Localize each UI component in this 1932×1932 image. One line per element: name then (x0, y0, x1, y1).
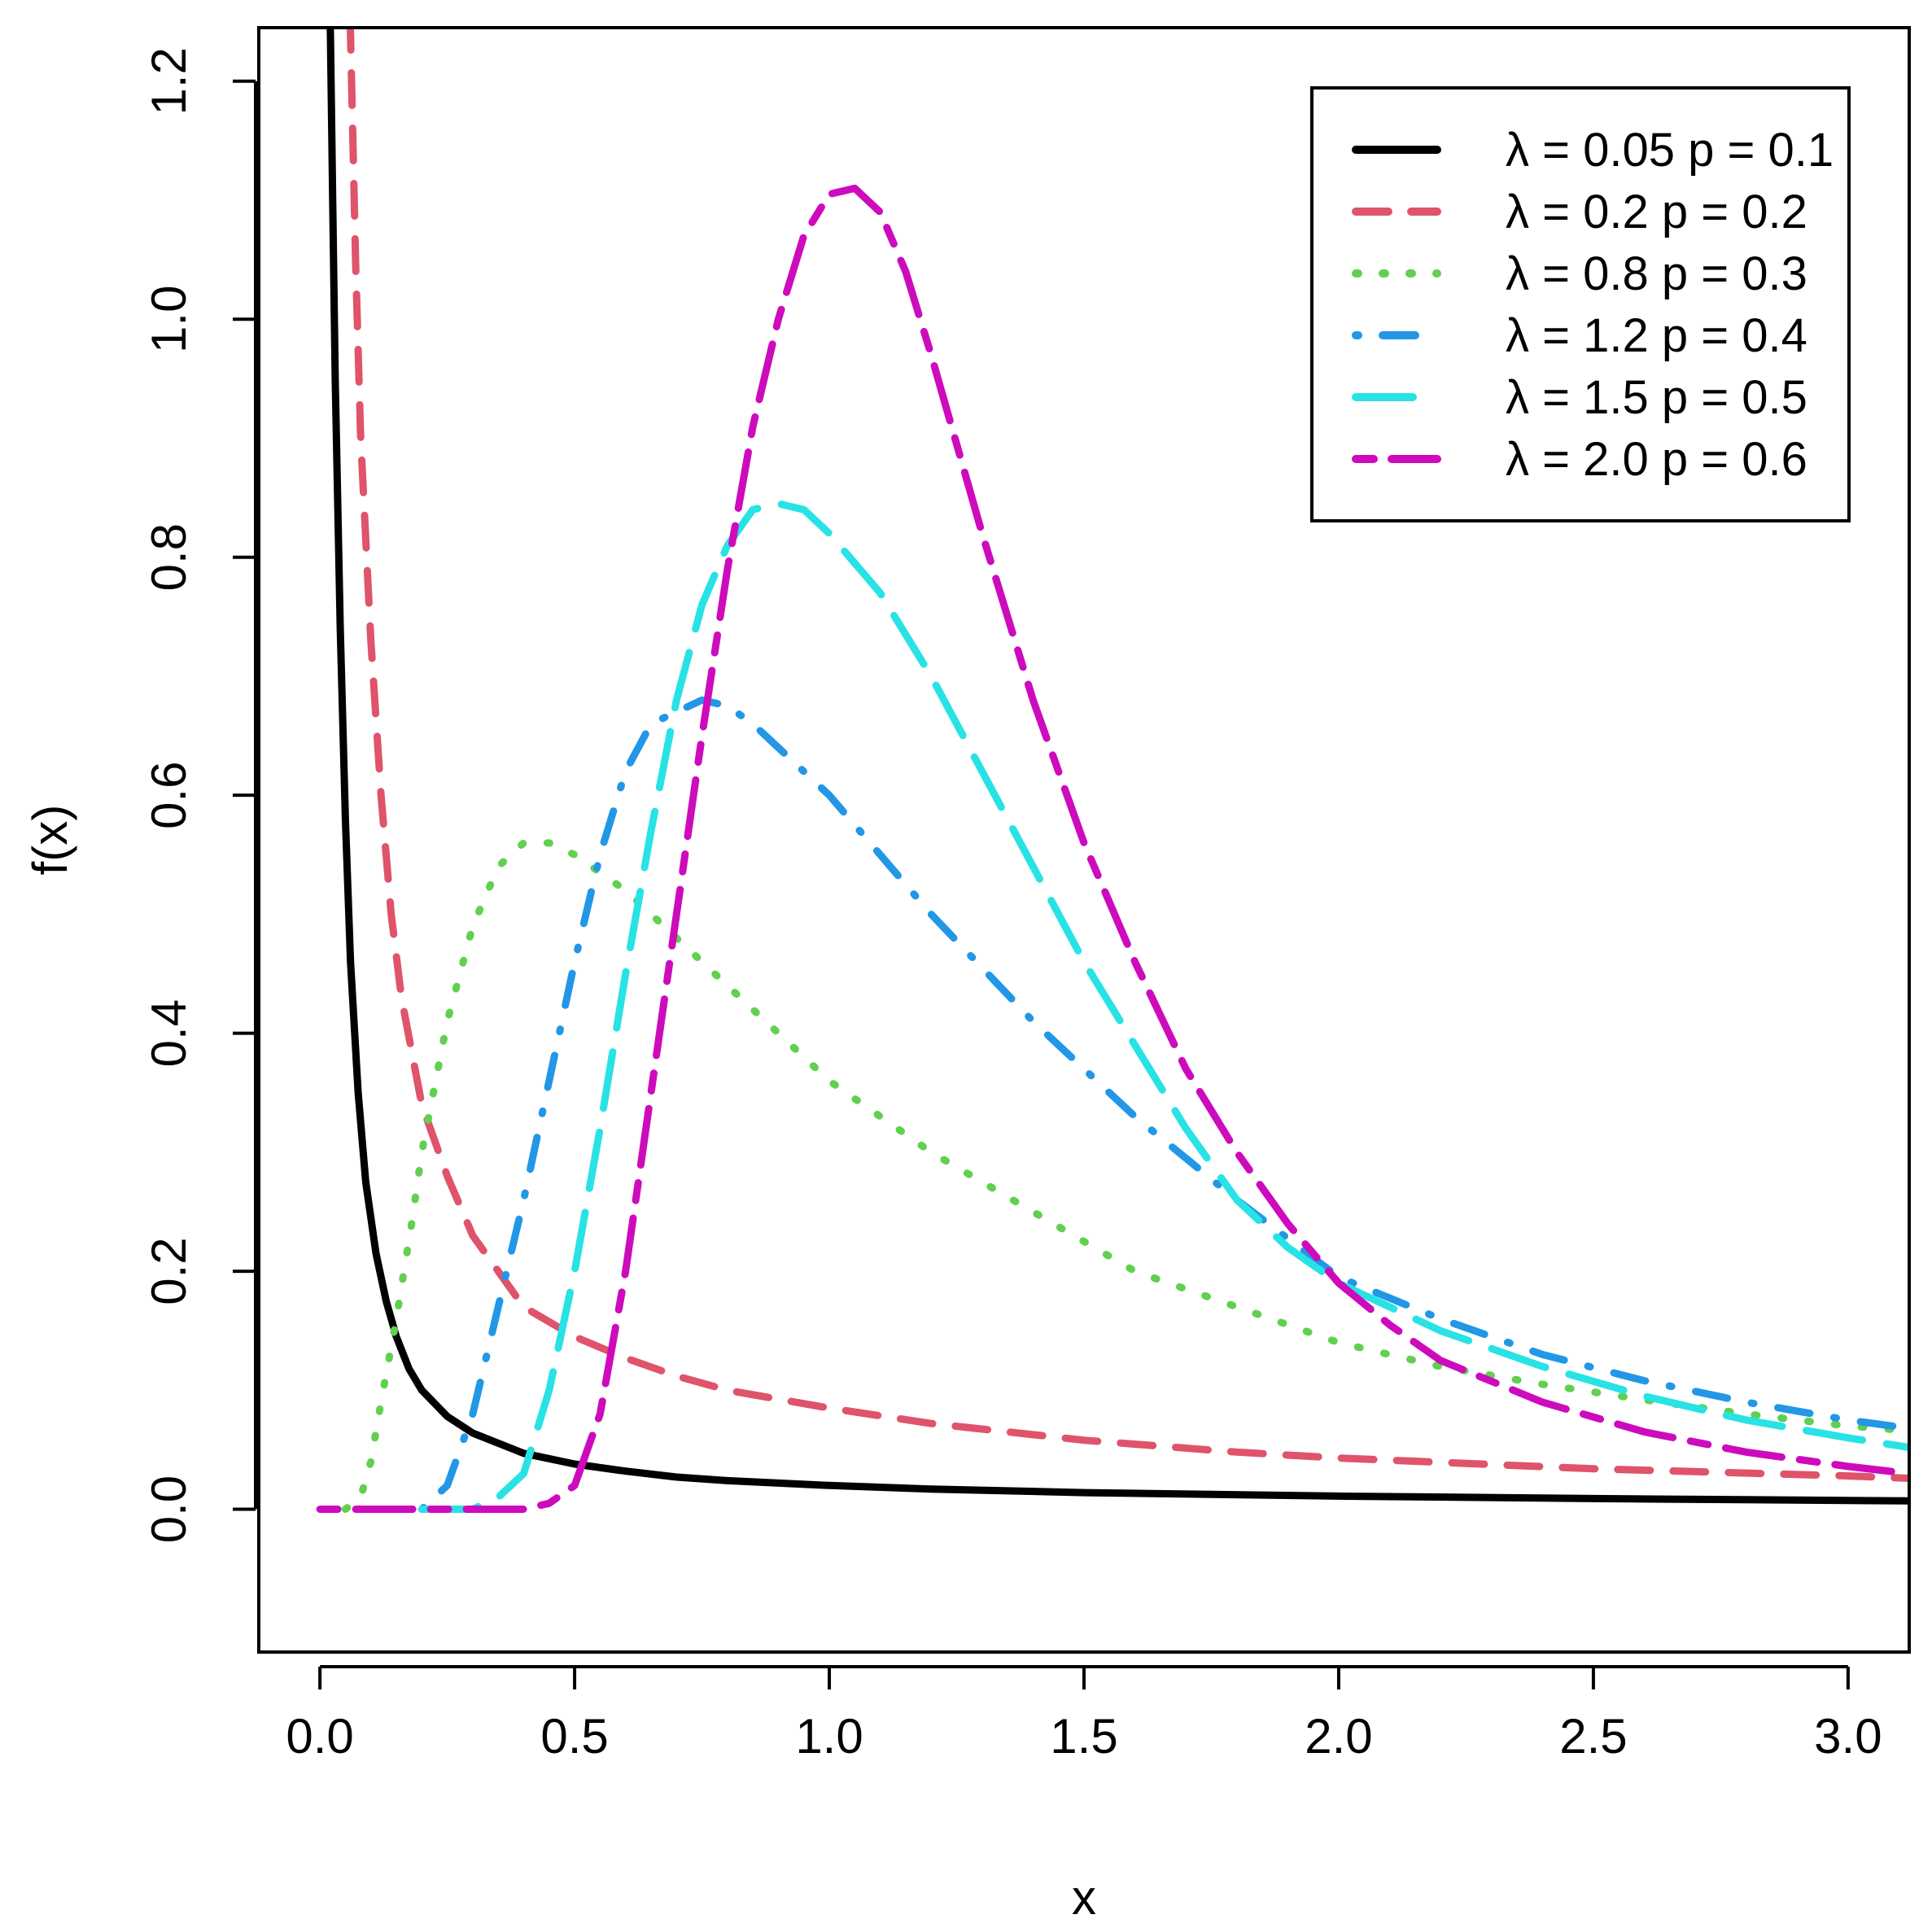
series-line-4 (417, 696, 1909, 1513)
legend-label-3: λ = 0.8 p = 0.3 (1506, 247, 1807, 300)
legend-label-4: λ = 1.2 p = 0.4 (1506, 309, 1807, 362)
plot-frame (257, 26, 1911, 1654)
x-tick-label: 2.5 (1559, 1709, 1627, 1764)
legend-label-6: λ = 2.0 p = 0.6 (1506, 433, 1807, 486)
y-tick-label: 0.6 (142, 761, 196, 828)
x-tick-label: 1.0 (795, 1709, 863, 1764)
y-tick-label: 0.4 (142, 999, 196, 1067)
series-line-5 (417, 500, 1909, 1513)
y-tick-label: 0.2 (142, 1237, 196, 1305)
legend-label-1: λ = 0.05 p = 0.1 (1506, 124, 1834, 177)
y-tick-label: 0.8 (142, 523, 196, 591)
legend-label-2: λ = 0.2 p = 0.2 (1506, 186, 1807, 238)
x-tick-label: 3.0 (1814, 1709, 1882, 1764)
y-tick-label: 1.0 (142, 286, 196, 353)
x-tick-label: 2.0 (1305, 1709, 1372, 1764)
y-tick-label: 1.2 (142, 47, 196, 115)
legend-box (1310, 86, 1851, 522)
y-tick-label: 0.0 (142, 1475, 196, 1543)
x-tick-label: 0.0 (286, 1709, 353, 1764)
series-line-6 (316, 184, 1909, 1513)
x-axis: 0.0 0.5 1.0 1.5 2.0 2.5 3.0 (286, 1665, 1882, 1764)
y-axis: 0.0 0.2 0.4 0.6 0.8 1.0 1.2 (142, 47, 257, 1543)
x-tick-label: 1.5 (1050, 1709, 1117, 1764)
legend: λ = 0.05 p = 0.1 λ = 0.2 p = 0.2 λ = 0.8 p… (1310, 86, 1851, 522)
series-layer (316, 28, 1909, 1513)
x-tick-label: 0.5 (540, 1709, 608, 1764)
y-axis-label: f(x) (23, 805, 77, 876)
series-line-1 (326, 28, 1909, 1505)
legend-label-5: λ = 1.5 p = 0.5 (1506, 371, 1807, 424)
series-line-2 (346, 28, 1909, 1482)
x-axis-label: x (1072, 1870, 1096, 1925)
